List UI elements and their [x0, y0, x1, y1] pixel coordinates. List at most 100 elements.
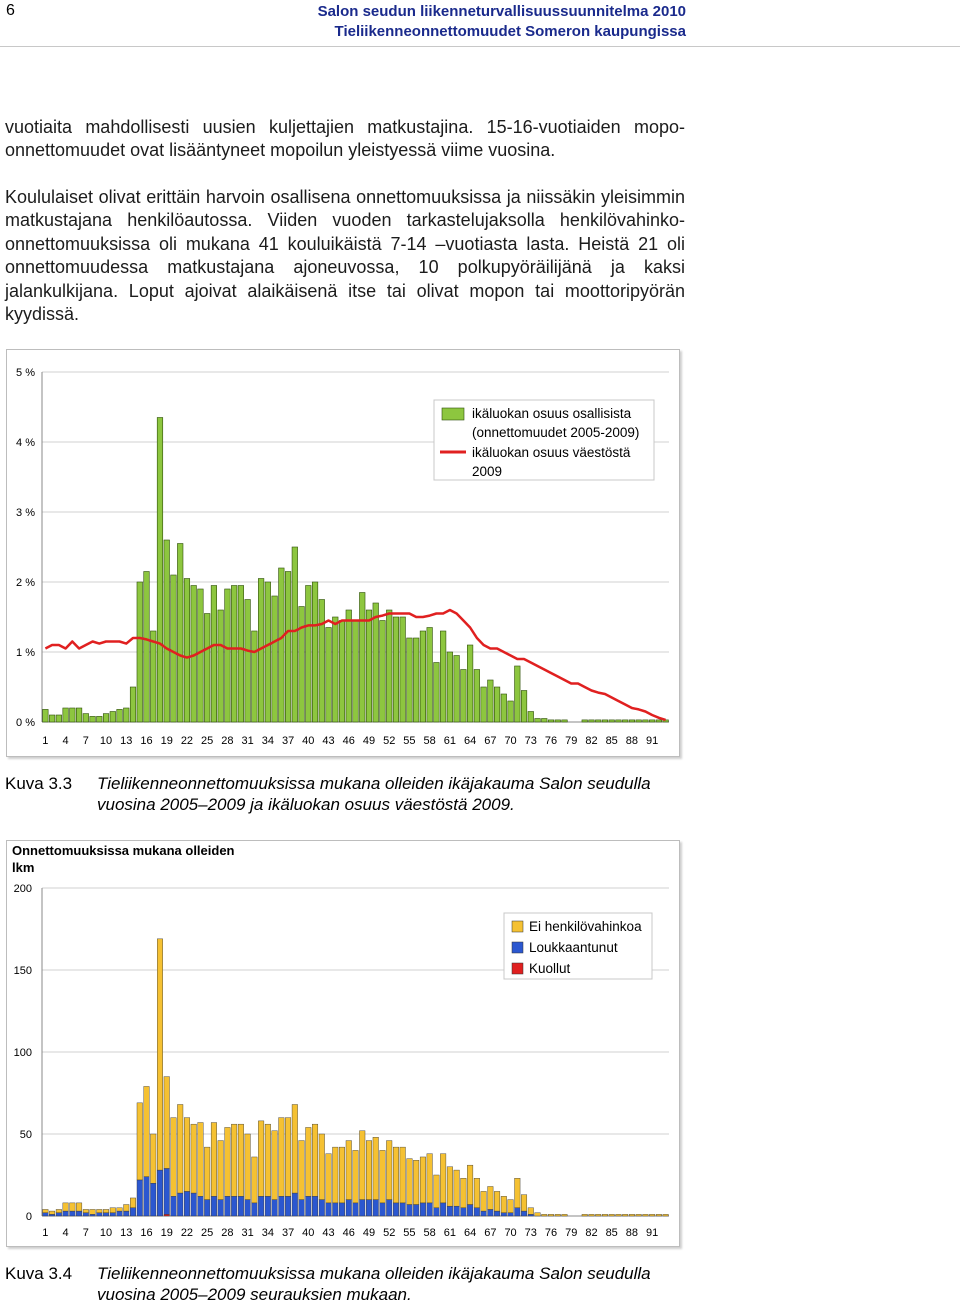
- bar-seg-1-age-61: [446, 1205, 453, 1217]
- bar-seg-1-age-69: [500, 1212, 507, 1217]
- bar-seg-1-age-32: [251, 1202, 258, 1217]
- bar-age-39: [298, 606, 305, 723]
- bar-seg-2-age-85: [608, 1214, 615, 1217]
- chart-age-share-svg: 0 % 1 % 2 % 3 % 4 % 5 % 1 4 7 10 13 16 19 22 25 28 31 34 3…: [16, 367, 669, 747]
- bar-seg-2-age-6: [76, 1202, 83, 1212]
- bar-seg-1-age-56: [413, 1204, 420, 1217]
- x-tick-label: 85: [606, 1227, 618, 1239]
- x-tick-label: 16: [140, 735, 152, 747]
- bar-seg-1-age-60: [440, 1202, 447, 1217]
- legend-box: [503, 912, 653, 980]
- bar-seg-2-age-93: [662, 1214, 669, 1217]
- bar-seg-2-age-19: [163, 1076, 170, 1169]
- bar-seg-2-age-74: [534, 1212, 541, 1217]
- x-tick-label: 58: [424, 735, 436, 747]
- x-tick-label: 22: [181, 1227, 193, 1239]
- bar-seg-2-age-28: [224, 1127, 231, 1197]
- bar-age-66: [480, 686, 487, 723]
- bar-seg-2-age-45: [339, 1146, 345, 1204]
- y-tick-label: 4 %: [16, 437, 35, 449]
- bar-seg-1-age-10: [103, 1212, 110, 1217]
- bar-seg-1-age-59: [433, 1207, 440, 1217]
- bar-seg-1-age-66: [480, 1210, 487, 1217]
- bar-seg-2-age-25: [204, 1146, 211, 1200]
- bar-age-71: [514, 665, 521, 723]
- x-tick-label: 76: [545, 735, 557, 747]
- bar-age-53: [392, 616, 400, 723]
- bar-age-84: [601, 719, 609, 723]
- x-tick-label: 31: [242, 735, 254, 747]
- legend-swatch-1: [511, 941, 524, 954]
- bar-age-93: [662, 719, 669, 723]
- bar-seg-1-age-4: [62, 1210, 69, 1217]
- x-tick-label: 64: [464, 735, 476, 747]
- bar-age-30: [237, 585, 244, 723]
- legend-label-line-line2: 2009: [472, 464, 502, 479]
- bar-age-52: [386, 609, 393, 723]
- bar-seg-1-age-50: [372, 1199, 379, 1217]
- bar-age-40: [305, 585, 312, 723]
- bar-age-81: [581, 719, 588, 723]
- bar-age-44: [332, 616, 339, 723]
- bar-seg-1-age-48: [359, 1199, 366, 1217]
- bar-seg-2-age-51: [379, 1150, 386, 1204]
- bar-age-49: [365, 609, 373, 723]
- bar-age-86: [615, 719, 622, 723]
- bar-age-6: [76, 707, 83, 723]
- bar-age-26: [210, 585, 217, 723]
- bar-age-28: [224, 588, 231, 723]
- bar-seg-2-age-44: [332, 1146, 339, 1204]
- bar-seg-2-age-88: [628, 1214, 635, 1217]
- bar-seg-1-age-11: [109, 1212, 116, 1217]
- y-tick-label: 0: [26, 1211, 32, 1223]
- bar-age-82: [588, 719, 595, 723]
- x-tick-label: 49: [363, 1227, 375, 1239]
- bar-seg-1-age-29: [231, 1196, 238, 1217]
- bar-age-36: [278, 567, 285, 723]
- bar-seg-2-age-48: [359, 1130, 366, 1200]
- x-tick-label: 16: [140, 1227, 152, 1239]
- bar-age-21: [177, 543, 184, 723]
- bar-age-35: [271, 595, 278, 723]
- bar-seg-2-age-18: [157, 938, 163, 1171]
- x-tick-label: 79: [565, 735, 577, 747]
- x-tick-label: 25: [201, 1227, 213, 1239]
- x-tick-label: 34: [262, 735, 274, 747]
- x-tick-label: 31: [242, 1227, 254, 1239]
- bar-age-7: [82, 713, 89, 723]
- legend-label-1: Loukkaantunut: [529, 940, 618, 955]
- legend-box: [433, 399, 655, 481]
- x-tick-label: 70: [504, 1227, 516, 1239]
- bar-seg-2-age-34: [264, 1123, 271, 1197]
- bar-seg-1-age-37: [285, 1196, 292, 1217]
- x-tick-label: 52: [383, 735, 395, 747]
- bar-seg-2-age-9: [96, 1209, 103, 1213]
- bar-seg-2-age-12: [116, 1207, 123, 1212]
- bar-seg-2-age-69: [500, 1196, 507, 1213]
- bar-age-41: [311, 581, 319, 723]
- x-tick-label: 61: [444, 735, 456, 747]
- bar-age-92: [655, 719, 662, 723]
- bar-seg-2-age-33: [258, 1120, 265, 1197]
- y-tick-label: 1 %: [16, 647, 35, 659]
- bar-seg-1-age-62: [453, 1205, 460, 1217]
- bar-age-45: [338, 620, 346, 723]
- bar-seg-1-age-41: [312, 1196, 319, 1217]
- bar-seg-2-age-72: [521, 1194, 528, 1212]
- bar-seg-2-age-60: [440, 1153, 447, 1204]
- bar-seg-1-age-8: [89, 1214, 96, 1217]
- bar-seg-1-age-9: [96, 1212, 103, 1217]
- bar-seg-2-age-54: [399, 1146, 406, 1204]
- bar-seg-2-age-22: [183, 1117, 190, 1192]
- x-tick-label: 22: [181, 735, 193, 747]
- bar-age-10: [102, 713, 110, 723]
- bar-seg-2-age-26: [210, 1122, 217, 1197]
- bar-age-89: [635, 719, 642, 723]
- figure-2-label: Kuva 3.4: [5, 1264, 73, 1283]
- bar-seg-1-age-38: [291, 1192, 298, 1217]
- x-tick-label: 58: [424, 1227, 436, 1239]
- header-title: Salon seudun liikenneturvallisuussuunnit…: [317, 3, 686, 20]
- bar-seg-1-age-20: [170, 1196, 177, 1217]
- y-tick-label: 3 %: [16, 507, 35, 519]
- bar-seg-2-age-73: [527, 1207, 534, 1215]
